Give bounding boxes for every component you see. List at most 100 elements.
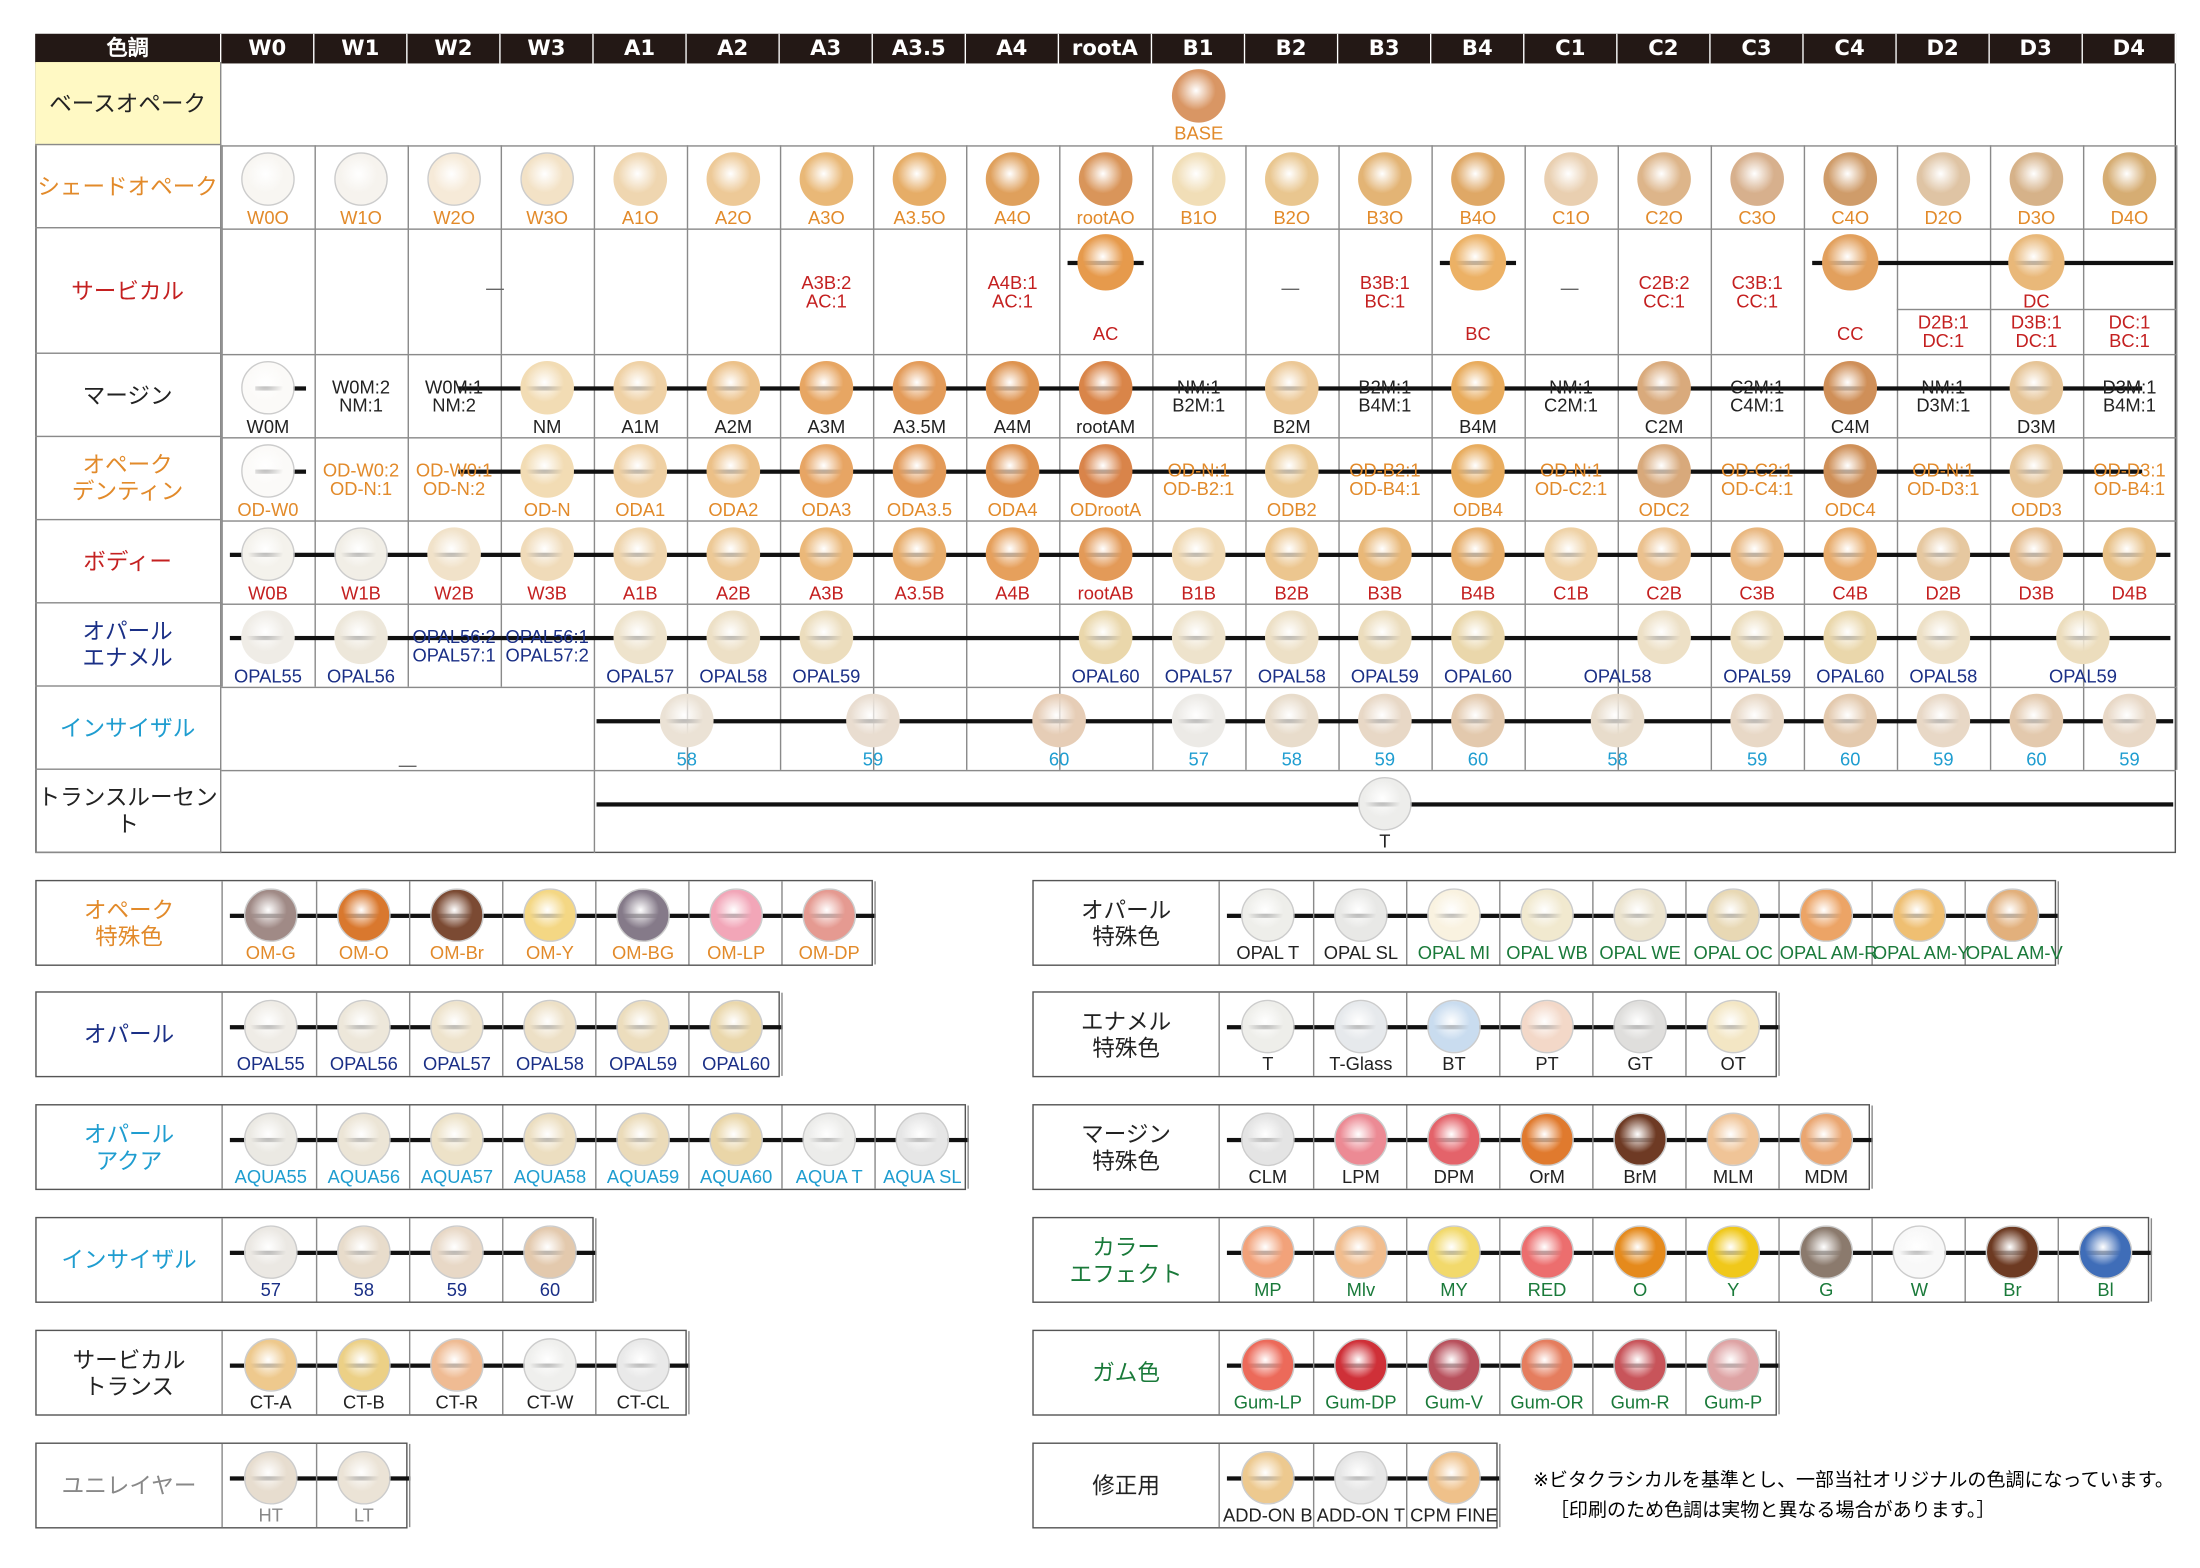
group-cell-divider bbox=[315, 992, 318, 1076]
margin-disc-B2M bbox=[1265, 360, 1319, 415]
grid-line bbox=[1989, 145, 1992, 354]
body-disc-A1B bbox=[613, 527, 668, 581]
swatch-gt bbox=[1613, 999, 1667, 1054]
group-cell-divider bbox=[502, 1331, 504, 1415]
swatch-label-red: RED bbox=[1527, 1278, 1567, 1301]
swatch-label-opal-t: OPAL T bbox=[1236, 941, 1300, 964]
od-label-ODA3: ODA3 bbox=[801, 499, 852, 521]
shade-opaque-label-B2O: B2O bbox=[1273, 207, 1311, 229]
cervical-line bbox=[1812, 260, 2174, 265]
od-ratio-W2: OD-W0:1 OD-N:2 bbox=[415, 459, 493, 500]
swatch-om-y bbox=[523, 888, 577, 942]
incisal-label-57: 57 bbox=[1188, 748, 1209, 770]
group-cell-divider bbox=[595, 1105, 597, 1189]
body-disc-W1B bbox=[334, 527, 388, 581]
swatch-ct-cl bbox=[616, 1338, 670, 1392]
swatch-label-orm: OrM bbox=[1529, 1166, 1565, 1188]
swatch-label-opal-wb: OPAL WB bbox=[1506, 941, 1588, 964]
swatch-opal59 bbox=[616, 999, 670, 1054]
row-label-6: オパール エナメル bbox=[35, 603, 222, 687]
body-disc-A2B bbox=[706, 527, 761, 581]
group-cell-divider bbox=[408, 1443, 411, 1528]
grid-line bbox=[1524, 353, 1526, 687]
swatch-label-aqua-t: AQUA T bbox=[795, 1166, 863, 1188]
swatch-label-om-o: OM-O bbox=[338, 941, 389, 964]
swatch-label-bt: BT bbox=[1442, 1053, 1466, 1075]
group-cell-divider bbox=[1685, 1218, 1687, 1302]
swatch-label-opal-mi: OPAL MI bbox=[1417, 941, 1491, 964]
margin-disc-A2M bbox=[706, 360, 761, 415]
header-W2: W2 bbox=[407, 33, 501, 64]
swatch-om-lp bbox=[709, 888, 763, 942]
group-cell-divider bbox=[1499, 992, 1501, 1076]
margin-label-rootAM: rootAM bbox=[1076, 415, 1136, 438]
cervical-disc-AC bbox=[1077, 234, 1134, 291]
cervical-ratio-C3: C3B:1 CC:1 bbox=[1731, 272, 1783, 312]
group-cell-divider bbox=[595, 1331, 597, 1415]
incisal-label-60: 60 bbox=[1840, 748, 1861, 770]
od-label-ODA3.5: ODA3.5 bbox=[886, 499, 953, 521]
swatch-mlm bbox=[1706, 1112, 1760, 1167]
shade-opaque-disc-W1O bbox=[334, 152, 388, 206]
shade-opaque-disc-W2O bbox=[427, 152, 481, 206]
header-A4: A4 bbox=[966, 33, 1060, 64]
swatch-opal-am-r bbox=[1799, 888, 1854, 942]
swatch-ht bbox=[243, 1450, 298, 1505]
group-cell-divider bbox=[1592, 881, 1594, 965]
group-cell-divider bbox=[1499, 881, 1501, 965]
group-cell-divider bbox=[1406, 1443, 1408, 1528]
swatch-aqua58 bbox=[523, 1112, 577, 1167]
grid-line bbox=[1989, 353, 1992, 687]
shade-opaque-label-D4O: D4O bbox=[2110, 207, 2149, 229]
body-label-A4B: A4B bbox=[995, 582, 1030, 604]
dash: — bbox=[485, 277, 505, 301]
group-cell-divider bbox=[408, 1331, 411, 1415]
incisal-disc-59 bbox=[1916, 693, 1971, 748]
od-disc-ODB2 bbox=[1265, 444, 1319, 498]
cervical-ratio-D3: D3B:1 DC:1 bbox=[2010, 311, 2062, 352]
shade-opaque-label-C2O: C2O bbox=[1645, 207, 1683, 229]
group-cell-divider bbox=[1312, 1331, 1315, 1415]
od-label-OD-W0: OD-W0 bbox=[237, 499, 299, 521]
group-cell-divider bbox=[315, 1218, 318, 1302]
swatch-label-gum-lp: Gum-LP bbox=[1233, 1391, 1302, 1413]
swatch-om-bg bbox=[616, 888, 670, 942]
group-title-1: オパール bbox=[37, 992, 223, 1076]
group-cell-divider bbox=[1592, 1218, 1594, 1302]
group-cell-divider bbox=[1312, 1443, 1315, 1528]
swatch-gum-r bbox=[1613, 1338, 1667, 1392]
group-cell-divider bbox=[595, 1218, 597, 1302]
grid-line bbox=[2176, 145, 2178, 354]
grid-line bbox=[1617, 145, 1619, 354]
od-disc-ODD3 bbox=[2009, 444, 2064, 498]
group-cell-divider bbox=[1406, 881, 1408, 965]
incisal-disc-59 bbox=[2102, 693, 2157, 748]
margin-label-A4M: A4M bbox=[993, 415, 1032, 438]
grid-line bbox=[1524, 145, 1526, 354]
group-cell-divider bbox=[688, 1331, 690, 1415]
group-cell-divider bbox=[502, 881, 504, 965]
shade-opaque-label-A2O: A2O bbox=[714, 207, 752, 229]
body-label-A2B: A2B bbox=[715, 582, 751, 604]
swatch-aqua60 bbox=[709, 1112, 763, 1167]
body-label-D3B: D3B bbox=[2018, 582, 2055, 604]
opal-label-OPAL59: OPAL59 bbox=[1723, 665, 1792, 687]
group-title-6: オパール 特殊色 bbox=[1034, 881, 1220, 965]
shade-opaque-label-W1O: W1O bbox=[340, 207, 382, 229]
body-disc-C3B bbox=[1730, 527, 1784, 581]
swatch-gum-lp bbox=[1241, 1338, 1295, 1392]
swatch-ot bbox=[1706, 999, 1760, 1054]
grid-line bbox=[2176, 353, 2178, 687]
swatch-label-aqua-sl: AQUA SL bbox=[883, 1166, 962, 1188]
body-label-C1B: C1B bbox=[1553, 582, 1589, 604]
swatch-ct-a bbox=[243, 1338, 298, 1392]
cervical-label-AC: AC bbox=[1092, 322, 1119, 345]
body-label-C3B: C3B bbox=[1739, 582, 1776, 604]
shade-opaque-label-C3O: C3O bbox=[1738, 207, 1777, 229]
margin-disc-D3M bbox=[2009, 360, 2064, 415]
shade-opaque-disc-A3.5O bbox=[892, 152, 947, 206]
group-cell-divider bbox=[1871, 881, 1873, 965]
header-A2: A2 bbox=[686, 33, 780, 64]
group-cell-divider bbox=[1406, 1105, 1408, 1189]
swatch-59 bbox=[430, 1225, 484, 1279]
